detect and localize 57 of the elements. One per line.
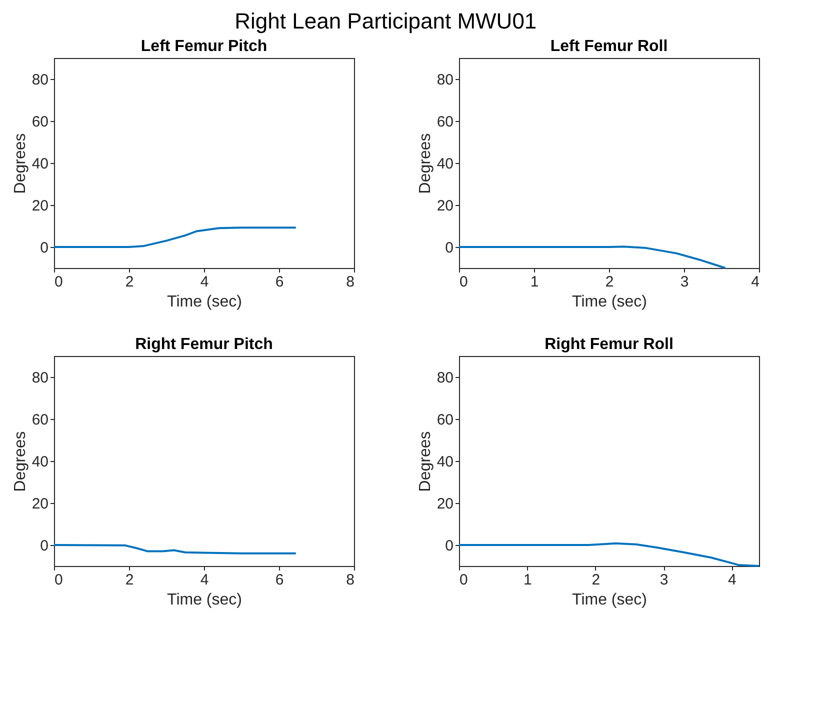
chart-title: Left Femur Roll xyxy=(550,38,668,55)
y-tick-label: 80 xyxy=(32,72,48,88)
x-tick-label: 8 xyxy=(346,274,354,290)
x-tick-label: 0 xyxy=(54,572,63,588)
y-tick-label: 20 xyxy=(436,496,454,512)
x-axis-title: Time (sec) xyxy=(167,294,242,310)
x-tick-label: 6 xyxy=(275,572,284,588)
x-tick-label: 4 xyxy=(200,274,209,290)
y-tick-label: 20 xyxy=(436,198,454,214)
x-tick-label: 2 xyxy=(125,274,134,290)
x-tick-label: 2 xyxy=(592,572,600,588)
y-tick-label: 40 xyxy=(436,156,454,172)
x-tick-label: 2 xyxy=(125,572,134,588)
y-axis-title: Degrees xyxy=(416,133,434,194)
y-tick-label: 40 xyxy=(436,454,454,470)
x-tick-label: 1 xyxy=(530,274,539,290)
y-tick-label: 0 xyxy=(40,538,48,554)
y-tick-label: 20 xyxy=(32,198,48,214)
x-tick-label: 8 xyxy=(346,572,354,588)
line-series xyxy=(53,226,297,248)
x-tick-label: 3 xyxy=(660,572,668,588)
x-tick-label: 4 xyxy=(751,274,760,290)
y-tick-label: 40 xyxy=(32,156,48,172)
line-series xyxy=(458,542,760,567)
x-tick-label: 4 xyxy=(200,572,209,588)
x-tick-label: 1 xyxy=(524,572,532,588)
x-axis-title: Time (sec) xyxy=(572,294,647,310)
y-axis-title: Degrees xyxy=(12,431,29,492)
chart-title: Left Femur Pitch xyxy=(140,38,268,55)
y-tick-label: 0 xyxy=(40,240,48,256)
y-tick-label: 60 xyxy=(32,114,48,130)
x-tick-label: 3 xyxy=(680,274,689,290)
x-axis-title: Time (sec) xyxy=(572,592,647,608)
x-tick-label: 0 xyxy=(54,274,63,290)
x-tick-label: 0 xyxy=(460,572,468,588)
x-tick-label: 6 xyxy=(275,274,284,290)
chart-title: Right Femur Roll xyxy=(544,336,674,353)
y-tick-label: 60 xyxy=(32,412,48,428)
chart-title: Right Femur Pitch xyxy=(135,336,273,353)
y-tick-label: 0 xyxy=(445,538,454,554)
y-axis-title: Degrees xyxy=(12,133,29,194)
x-axis-title: Time (sec) xyxy=(167,592,242,608)
y-tick-label: 80 xyxy=(32,370,48,386)
x-tick-label: 4 xyxy=(728,572,736,588)
y-tick-label: 60 xyxy=(436,114,454,130)
line-series xyxy=(53,544,297,554)
text: Right Lean Participant MWU01 xyxy=(234,8,537,34)
y-tick-label: 20 xyxy=(32,496,48,512)
y-tick-label: 80 xyxy=(436,72,454,88)
x-tick-label: 0 xyxy=(460,274,468,290)
y-tick-label: 60 xyxy=(436,412,454,428)
y-tick-label: 80 xyxy=(436,370,454,386)
y-axis-title: Degrees xyxy=(416,431,434,492)
y-tick-label: 40 xyxy=(32,454,48,470)
y-tick-label: 0 xyxy=(445,240,454,256)
x-tick-label: 2 xyxy=(605,274,614,290)
line-series xyxy=(458,246,726,269)
